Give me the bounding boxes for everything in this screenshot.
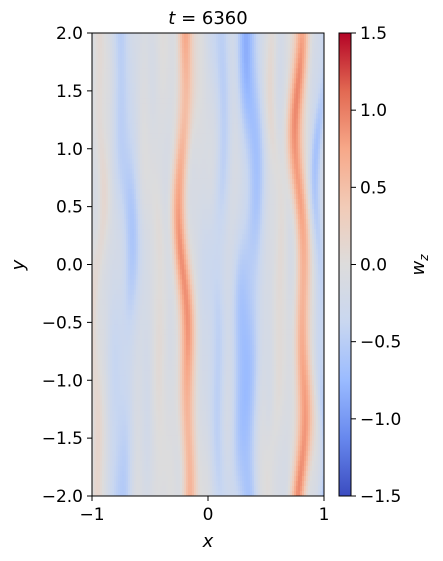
colorbar-tick-label: 0.5 <box>360 178 387 198</box>
y-axis-label: y <box>8 259 29 271</box>
colorbar-tick-label: 1.0 <box>360 101 387 121</box>
x-tick-label: 0 <box>203 505 214 525</box>
y-tick-label: 2.0 <box>56 24 83 44</box>
title-value: 6360 <box>202 8 248 29</box>
colorbar-ticks: 1.5 1.0 0.5 0.0 −0.5 −1.0 −1.5 <box>351 24 401 507</box>
colorbar-label-base: w <box>408 261 429 276</box>
colorbar-label-sub: z <box>417 254 431 262</box>
heatmap-field <box>92 33 324 496</box>
y-tick-label: 1.0 <box>56 140 83 160</box>
x-tick-label: −1 <box>79 505 104 525</box>
colorbar-tick-label: −0.5 <box>360 333 401 353</box>
y-tick-label: −1.5 <box>42 429 83 449</box>
colorbar-tick-label: 0.0 <box>360 256 387 276</box>
x-axis-label: x <box>202 531 214 552</box>
y-tick-label: 0.0 <box>56 256 83 276</box>
title-var: t <box>168 8 176 29</box>
colorbar-tick-label: −1.0 <box>360 410 401 430</box>
y-axis-ticks: 2.0 1.5 1.0 0.5 0.0 −0.5 −1.0 −1.5 −2.0 <box>42 24 92 507</box>
y-tick-label: −0.5 <box>42 313 83 333</box>
y-tick-label: 0.5 <box>56 198 83 218</box>
colorbar-tick-label: 1.5 <box>360 24 387 44</box>
colorbar-tick-label: −1.5 <box>360 487 401 507</box>
colorbar <box>338 32 352 497</box>
x-tick-label: 1 <box>319 505 330 525</box>
x-axis-ticks: −1 0 1 <box>79 496 329 525</box>
chart-title: t = 6360 <box>168 8 247 29</box>
y-tick-label: −2.0 <box>42 487 83 507</box>
title-eq: = <box>175 8 202 29</box>
y-tick-label: −1.0 <box>42 371 83 391</box>
colorbar-label: wz <box>408 254 431 276</box>
y-tick-label: 1.5 <box>56 82 83 102</box>
